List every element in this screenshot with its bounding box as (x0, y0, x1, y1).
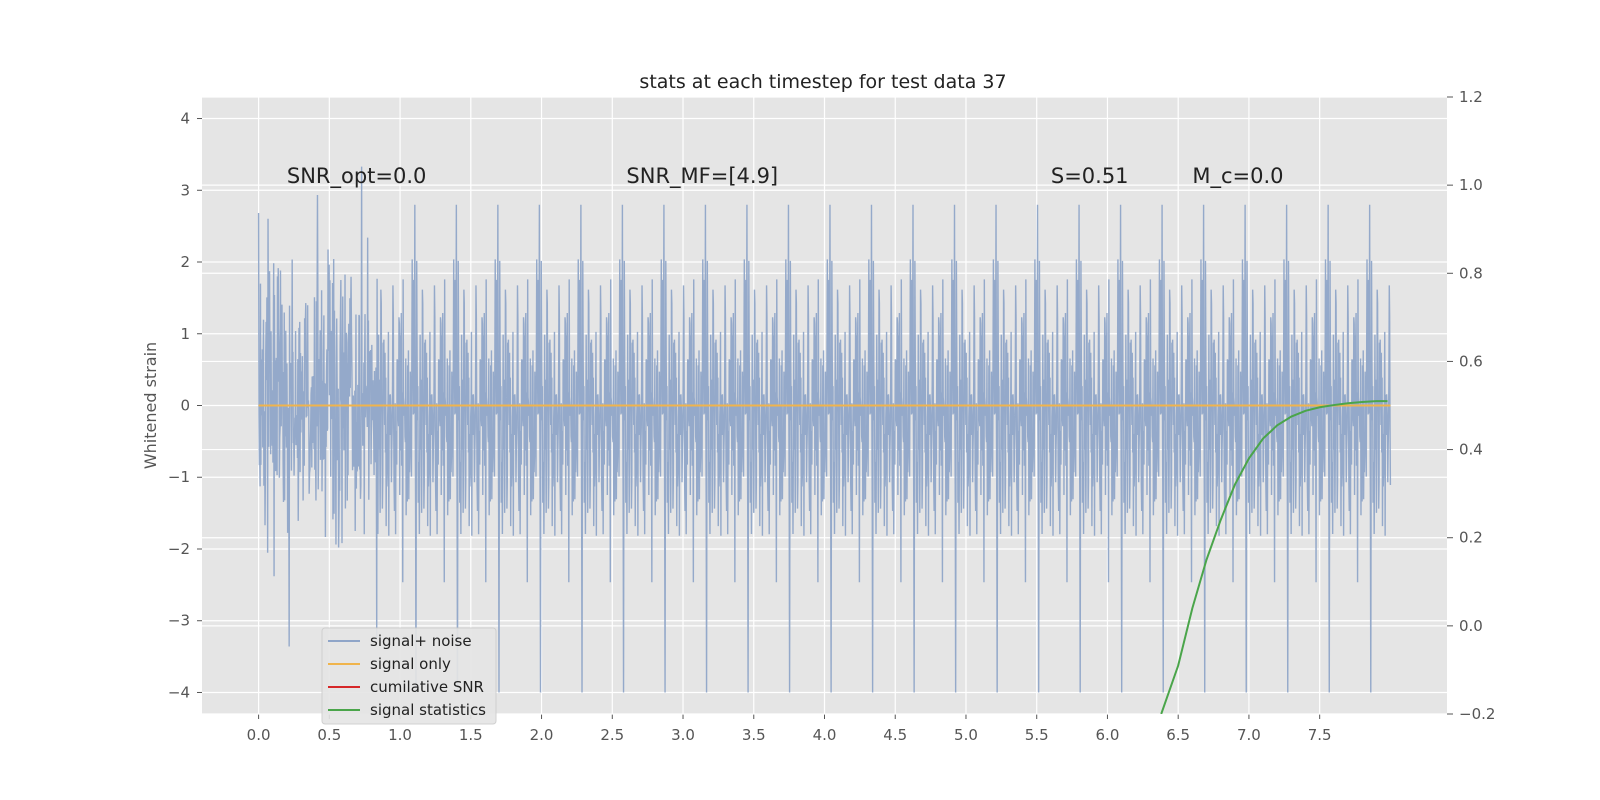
x-tick-label: 2.0 (530, 726, 554, 744)
x-tick-label: 3.0 (671, 726, 695, 744)
y2-tick-label: −0.2 (1459, 705, 1495, 723)
series-line-signal-noise (257, 166, 1392, 693)
y-tick-label: −4 (168, 683, 190, 701)
y-tick-label: 4 (180, 110, 190, 128)
x-tick-label: 6.5 (1166, 726, 1190, 744)
x-tick-label: 4.5 (883, 726, 907, 744)
x-tick-label: 0.5 (317, 726, 341, 744)
y-axis-label: Whitened strain (141, 342, 160, 469)
y2-tick-label: 0.8 (1459, 264, 1483, 282)
legend-box (321, 627, 497, 725)
series-line-signal-statistics (1160, 400, 1388, 714)
y-tick-label: 3 (180, 181, 190, 199)
legend-label: signal+ noise (370, 632, 472, 650)
y2-tick-label: 1.2 (1459, 88, 1483, 106)
chart-title: stats at each timestep for test data 37 (639, 71, 1006, 93)
x-tick-label: 0.0 (247, 726, 271, 744)
legend: signal+ noise signal only cumilative SNR si… (321, 627, 497, 725)
x-tick-label: 7.5 (1308, 726, 1332, 744)
x-tick-label: 7.0 (1237, 726, 1261, 744)
y2-tick-label: 0.6 (1459, 352, 1483, 370)
y-tick-label: −3 (168, 612, 190, 630)
x-tick-label: 1.0 (388, 726, 412, 744)
x-tick-label: 5.5 (1025, 726, 1049, 744)
y-tick-label: −1 (168, 468, 190, 486)
annotation-1: SNR_opt=0.0 (287, 164, 427, 189)
annotation-4: M_c=0.0 (1192, 164, 1283, 189)
legend-label: signal only (370, 655, 451, 673)
y-tick-label: −2 (168, 540, 190, 558)
x-tick-label: 6.0 (1096, 726, 1120, 744)
y2-tick-label: 0.2 (1459, 529, 1483, 547)
y-tick-label: 2 (180, 253, 190, 271)
legend-label: cumilative SNR (370, 678, 484, 696)
y2-tick-label: 1.0 (1459, 176, 1483, 194)
x-tick-label: 2.5 (600, 726, 624, 744)
x-tick-label: 4.0 (813, 726, 837, 744)
x-tick-label: 1.5 (459, 726, 483, 744)
y-tick-label: 0 (180, 397, 190, 415)
y-tick-label: 1 (180, 325, 190, 343)
x-tick-label: 3.5 (742, 726, 766, 744)
y2-tick-label: 0.4 (1459, 441, 1483, 459)
legend-label: signal statistics (370, 701, 486, 719)
series-group (257, 166, 1392, 714)
annotation-2: SNR_MF=[4.9] (626, 164, 778, 189)
y2-tick-label: 0.0 (1459, 617, 1483, 635)
annotation-3: S=0.51 (1051, 164, 1129, 188)
x-tick-label: 5.0 (954, 726, 978, 744)
